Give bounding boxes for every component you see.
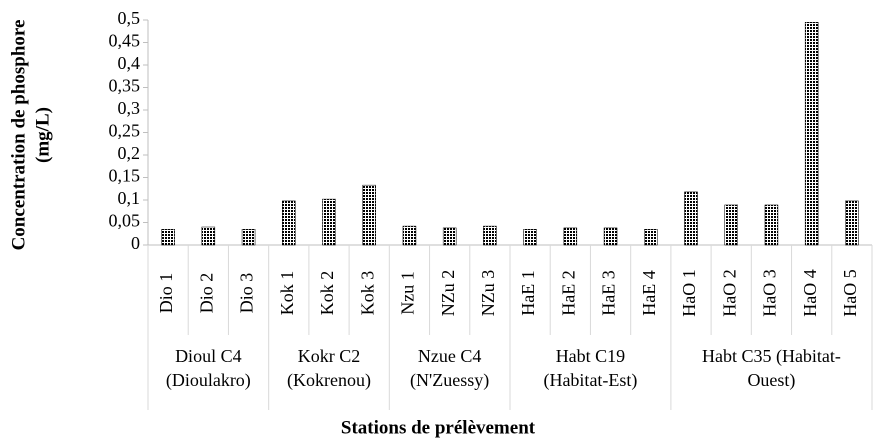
x-tick-label: Dio 2 [196, 273, 216, 314]
y-axis-title: (mg/L) [32, 107, 53, 163]
x-tick-label: HaE 2 [558, 270, 578, 315]
x-tick-label: HaO 4 [800, 269, 820, 317]
group-label: Habt C19 [556, 346, 626, 366]
x-axis-title: Stations de prélèvement [341, 417, 536, 438]
y-tick-label: 0,3 [118, 98, 141, 118]
bar [483, 225, 497, 246]
bar [684, 191, 698, 246]
y-tick-label: 0,1 [118, 188, 141, 208]
group-label: Habt C35 (Habitat- [702, 346, 841, 367]
y-tick-label: 0,4 [118, 53, 141, 73]
bar [241, 229, 256, 246]
bar [362, 184, 376, 246]
y-tick-label: 0,2 [118, 143, 141, 163]
x-tick-label: HaO 1 [679, 269, 699, 317]
y-tick-label: 0,25 [109, 121, 141, 141]
bar [523, 229, 537, 246]
x-tick-label: HaE 1 [518, 270, 538, 315]
y-tick-label: 0,5 [118, 8, 141, 28]
group-label: (Dioulakro) [166, 370, 251, 391]
y-tick-label: 0,15 [109, 166, 141, 186]
bar [764, 204, 779, 246]
x-tick-label: HaO 5 [840, 269, 860, 317]
bar [282, 200, 296, 246]
bar [201, 226, 216, 246]
group-label: Nzue C4 [418, 346, 481, 366]
y-axis-title: Concentration de phosphore [8, 20, 29, 251]
bar [563, 227, 578, 246]
bar [402, 225, 417, 246]
x-tick-label: HaO 2 [719, 269, 739, 317]
x-tick-label: Kok 3 [357, 271, 377, 316]
group-label: (N'Zuessy) [410, 370, 489, 391]
group-label: (Kokrenou) [287, 370, 371, 391]
x-tick-label: Kok 2 [317, 271, 337, 316]
y-tick-label: 0,45 [109, 31, 141, 51]
x-tick-label: NZu 3 [478, 270, 498, 317]
x-tick-label: Nzu 1 [398, 271, 418, 315]
group-label: Ouest) [747, 370, 795, 391]
group-label: (Habitat-Est) [543, 370, 637, 391]
y-tick-label: 0,35 [109, 76, 141, 96]
y-tick-label: 0 [131, 233, 140, 253]
y-tick-label: 0,05 [109, 211, 141, 231]
bar [724, 204, 738, 246]
x-tick-label: NZu 2 [438, 270, 458, 317]
x-tick-label: Dio 3 [237, 273, 257, 314]
bar [804, 22, 819, 246]
x-tick-label: HaO 3 [760, 269, 780, 317]
bar [603, 227, 618, 246]
bar [644, 229, 658, 246]
bar [845, 200, 859, 246]
bar [322, 198, 336, 246]
x-tick-label: Kok 1 [277, 271, 297, 316]
bar [161, 229, 175, 246]
group-label: Dioul C4 [175, 346, 242, 366]
x-tick-label: Dio 1 [156, 273, 176, 314]
group-label: Kokr C2 [298, 346, 361, 366]
x-tick-label: HaE 4 [639, 270, 659, 315]
x-tick-label: HaE 3 [599, 270, 619, 315]
bar [442, 227, 457, 246]
